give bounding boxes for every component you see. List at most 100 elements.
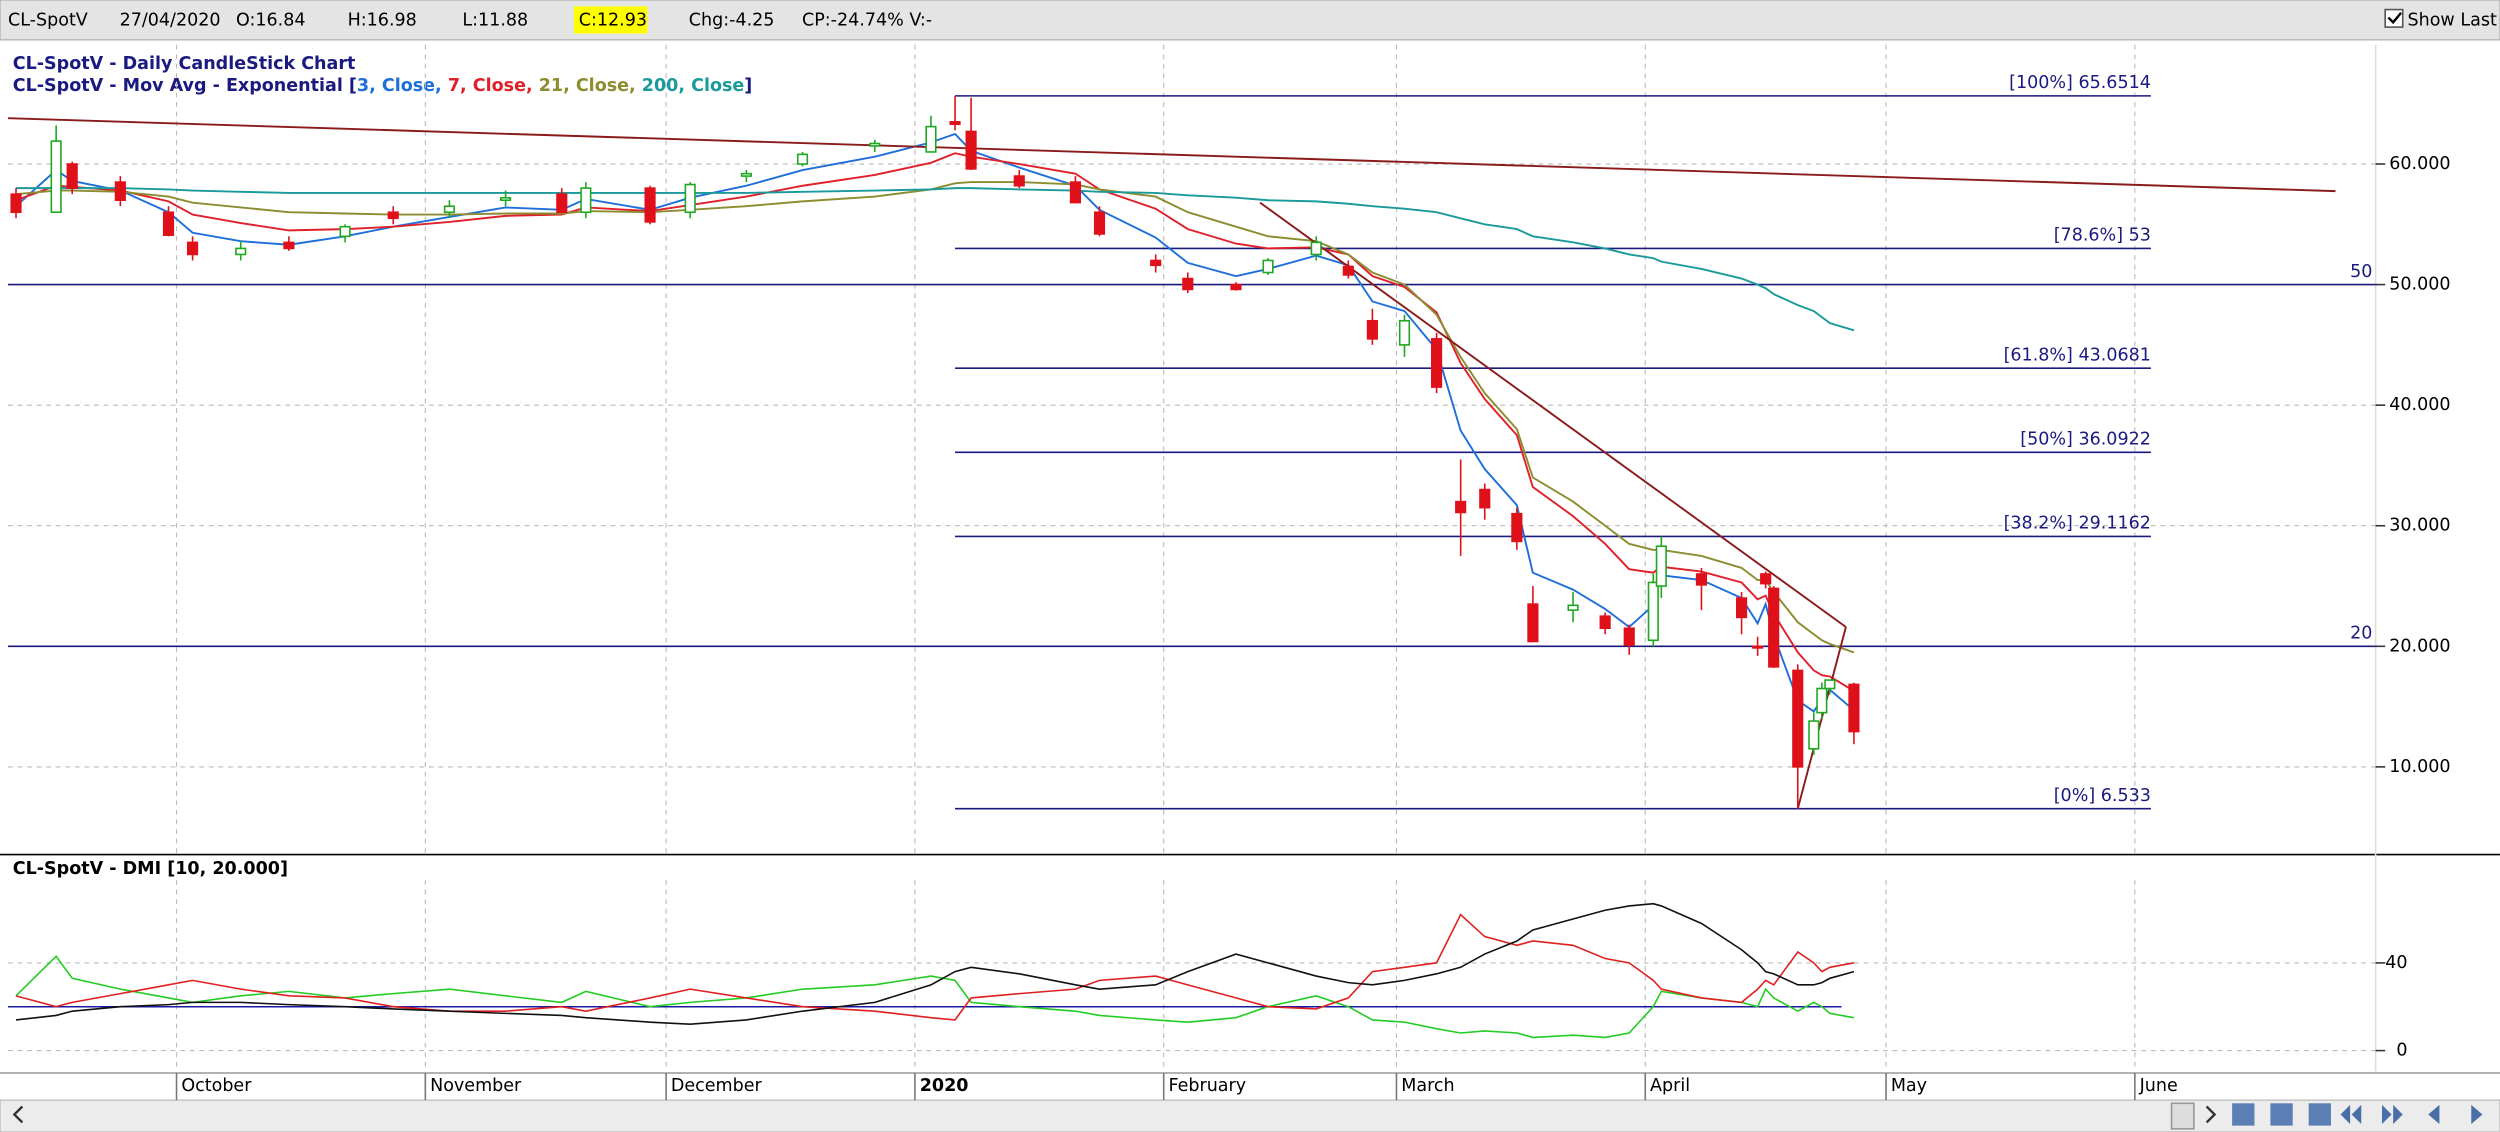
candle-body (1455, 500, 1467, 514)
fib-label: [61.8%] 43.0681 (2004, 345, 2151, 365)
candle-body (1816, 687, 1828, 714)
candle-body (1760, 573, 1772, 585)
x-tick-label: November (430, 1076, 522, 1096)
x-tick-label: April (1650, 1076, 1690, 1096)
candle-body (162, 211, 175, 236)
subtitle-part: 3, Close, (357, 76, 448, 96)
first-button[interactable] (2340, 1104, 2362, 1125)
zoom-reset-button[interactable] (2308, 1103, 2331, 1126)
y-tick-label: 50.000 (2389, 275, 2450, 295)
high: H:16.98 (348, 11, 417, 31)
fib-label: [100%] 65.6514 (2009, 73, 2151, 93)
horizontal-line-label: 50 (2350, 262, 2372, 282)
y-tick-label: 0 (2396, 1041, 2407, 1061)
candle-body (684, 183, 696, 214)
change: Chg:-4.25 (689, 11, 775, 31)
moving-average (15, 152, 1855, 692)
candle-body (1013, 175, 1025, 187)
show-last-checkbox[interactable] (2384, 8, 2404, 28)
candle-body (1511, 512, 1523, 543)
subtitle-part: ] (744, 76, 752, 96)
candle-body (925, 125, 937, 153)
candle-body (235, 247, 247, 256)
y-tick-label: 30.000 (2389, 516, 2450, 536)
candle-body (10, 193, 22, 214)
scrollbar[interactable] (0, 1099, 2500, 1132)
next-button[interactable] (2471, 1104, 2483, 1125)
subtitle-part: 7, Close, (448, 76, 539, 96)
candle-body (1567, 604, 1579, 611)
x-tick-label: December (671, 1076, 763, 1096)
last-button[interactable] (2382, 1104, 2403, 1125)
scroll-left[interactable] (12, 1105, 24, 1124)
low: L:11.88 (462, 11, 528, 31)
candle-body (283, 241, 295, 250)
x-tick-label: October (181, 1076, 252, 1096)
open: O:16.84 (236, 11, 306, 31)
candle-body (1792, 669, 1804, 768)
candle-body (1599, 615, 1611, 630)
show-last-label[interactable]: Show Last (2408, 11, 2497, 31)
candle-body (1093, 211, 1106, 235)
dmi-line (15, 902, 1855, 1026)
candle-body (556, 193, 568, 214)
change-percent: CP:-24.74% V:- (802, 11, 932, 31)
x-tick-label: May (1891, 1076, 1927, 1096)
scroll-right[interactable] (2205, 1105, 2217, 1124)
horizontal-line-label: 20 (2350, 624, 2372, 644)
candle-body (1342, 265, 1354, 276)
dmi-title: CL-SpotV - DMI [10, 20.000] (13, 859, 288, 879)
candle-body (1768, 587, 1780, 668)
header-bar (0, 0, 2500, 41)
fib-label: [78.6%] 53 (2054, 226, 2151, 246)
moving-average (15, 181, 1855, 654)
price-title: CL-SpotV - Daily CandleStick Chart (13, 54, 356, 74)
zoom-out-button[interactable] (2270, 1103, 2293, 1126)
scroll-thumb[interactable] (2170, 1102, 2195, 1130)
fib-label: [0%] 6.533 (2054, 786, 2151, 806)
fib-label: [50%] 36.0922 (2020, 430, 2151, 450)
x-tick-label: March (1401, 1076, 1454, 1096)
dmi-line (15, 913, 1855, 1021)
candle-body (1398, 319, 1411, 346)
candle-body (965, 130, 977, 170)
candle-body (1069, 181, 1082, 204)
candle-body (1262, 259, 1274, 274)
moving-average (15, 187, 1855, 332)
candle-body (740, 172, 752, 177)
candle-body (869, 142, 881, 147)
zoom-in-button[interactable] (2232, 1103, 2255, 1126)
candle-body (1655, 545, 1667, 587)
candle-body (1824, 679, 1836, 690)
prev-button[interactable] (2428, 1104, 2440, 1125)
candle-body (1182, 277, 1194, 291)
y-tick-label: 60.000 (2389, 154, 2450, 174)
candle-body (1230, 283, 1242, 291)
moving-average (15, 132, 1855, 713)
candle-body (187, 241, 199, 256)
candle-body (580, 187, 592, 214)
candle-body (1848, 683, 1860, 733)
candle-body (443, 205, 455, 214)
candle-body (50, 140, 62, 214)
close-highlight (573, 6, 648, 34)
x-tick-label: February (1168, 1076, 1246, 1096)
subtitle-part: 21, Close, (539, 76, 642, 96)
close: C:12.93 (579, 11, 647, 31)
y-tick-label: 10.000 (2389, 757, 2450, 777)
date: 27/04/2020 (120, 11, 221, 31)
x-tick-label: 2020 (920, 1076, 969, 1096)
candle-body (1623, 627, 1635, 646)
y-tick-label: 40 (2385, 953, 2407, 973)
candle-body (1735, 597, 1748, 619)
subtitle-part: 200, Close (642, 76, 745, 96)
candle-body (1150, 259, 1162, 267)
candle-body (1647, 581, 1659, 642)
candle-body (339, 225, 351, 238)
trendline (1259, 201, 1847, 628)
candle-body (1479, 488, 1491, 509)
candle-body (1310, 241, 1322, 256)
x-tick-label: June (2139, 1076, 2178, 1096)
